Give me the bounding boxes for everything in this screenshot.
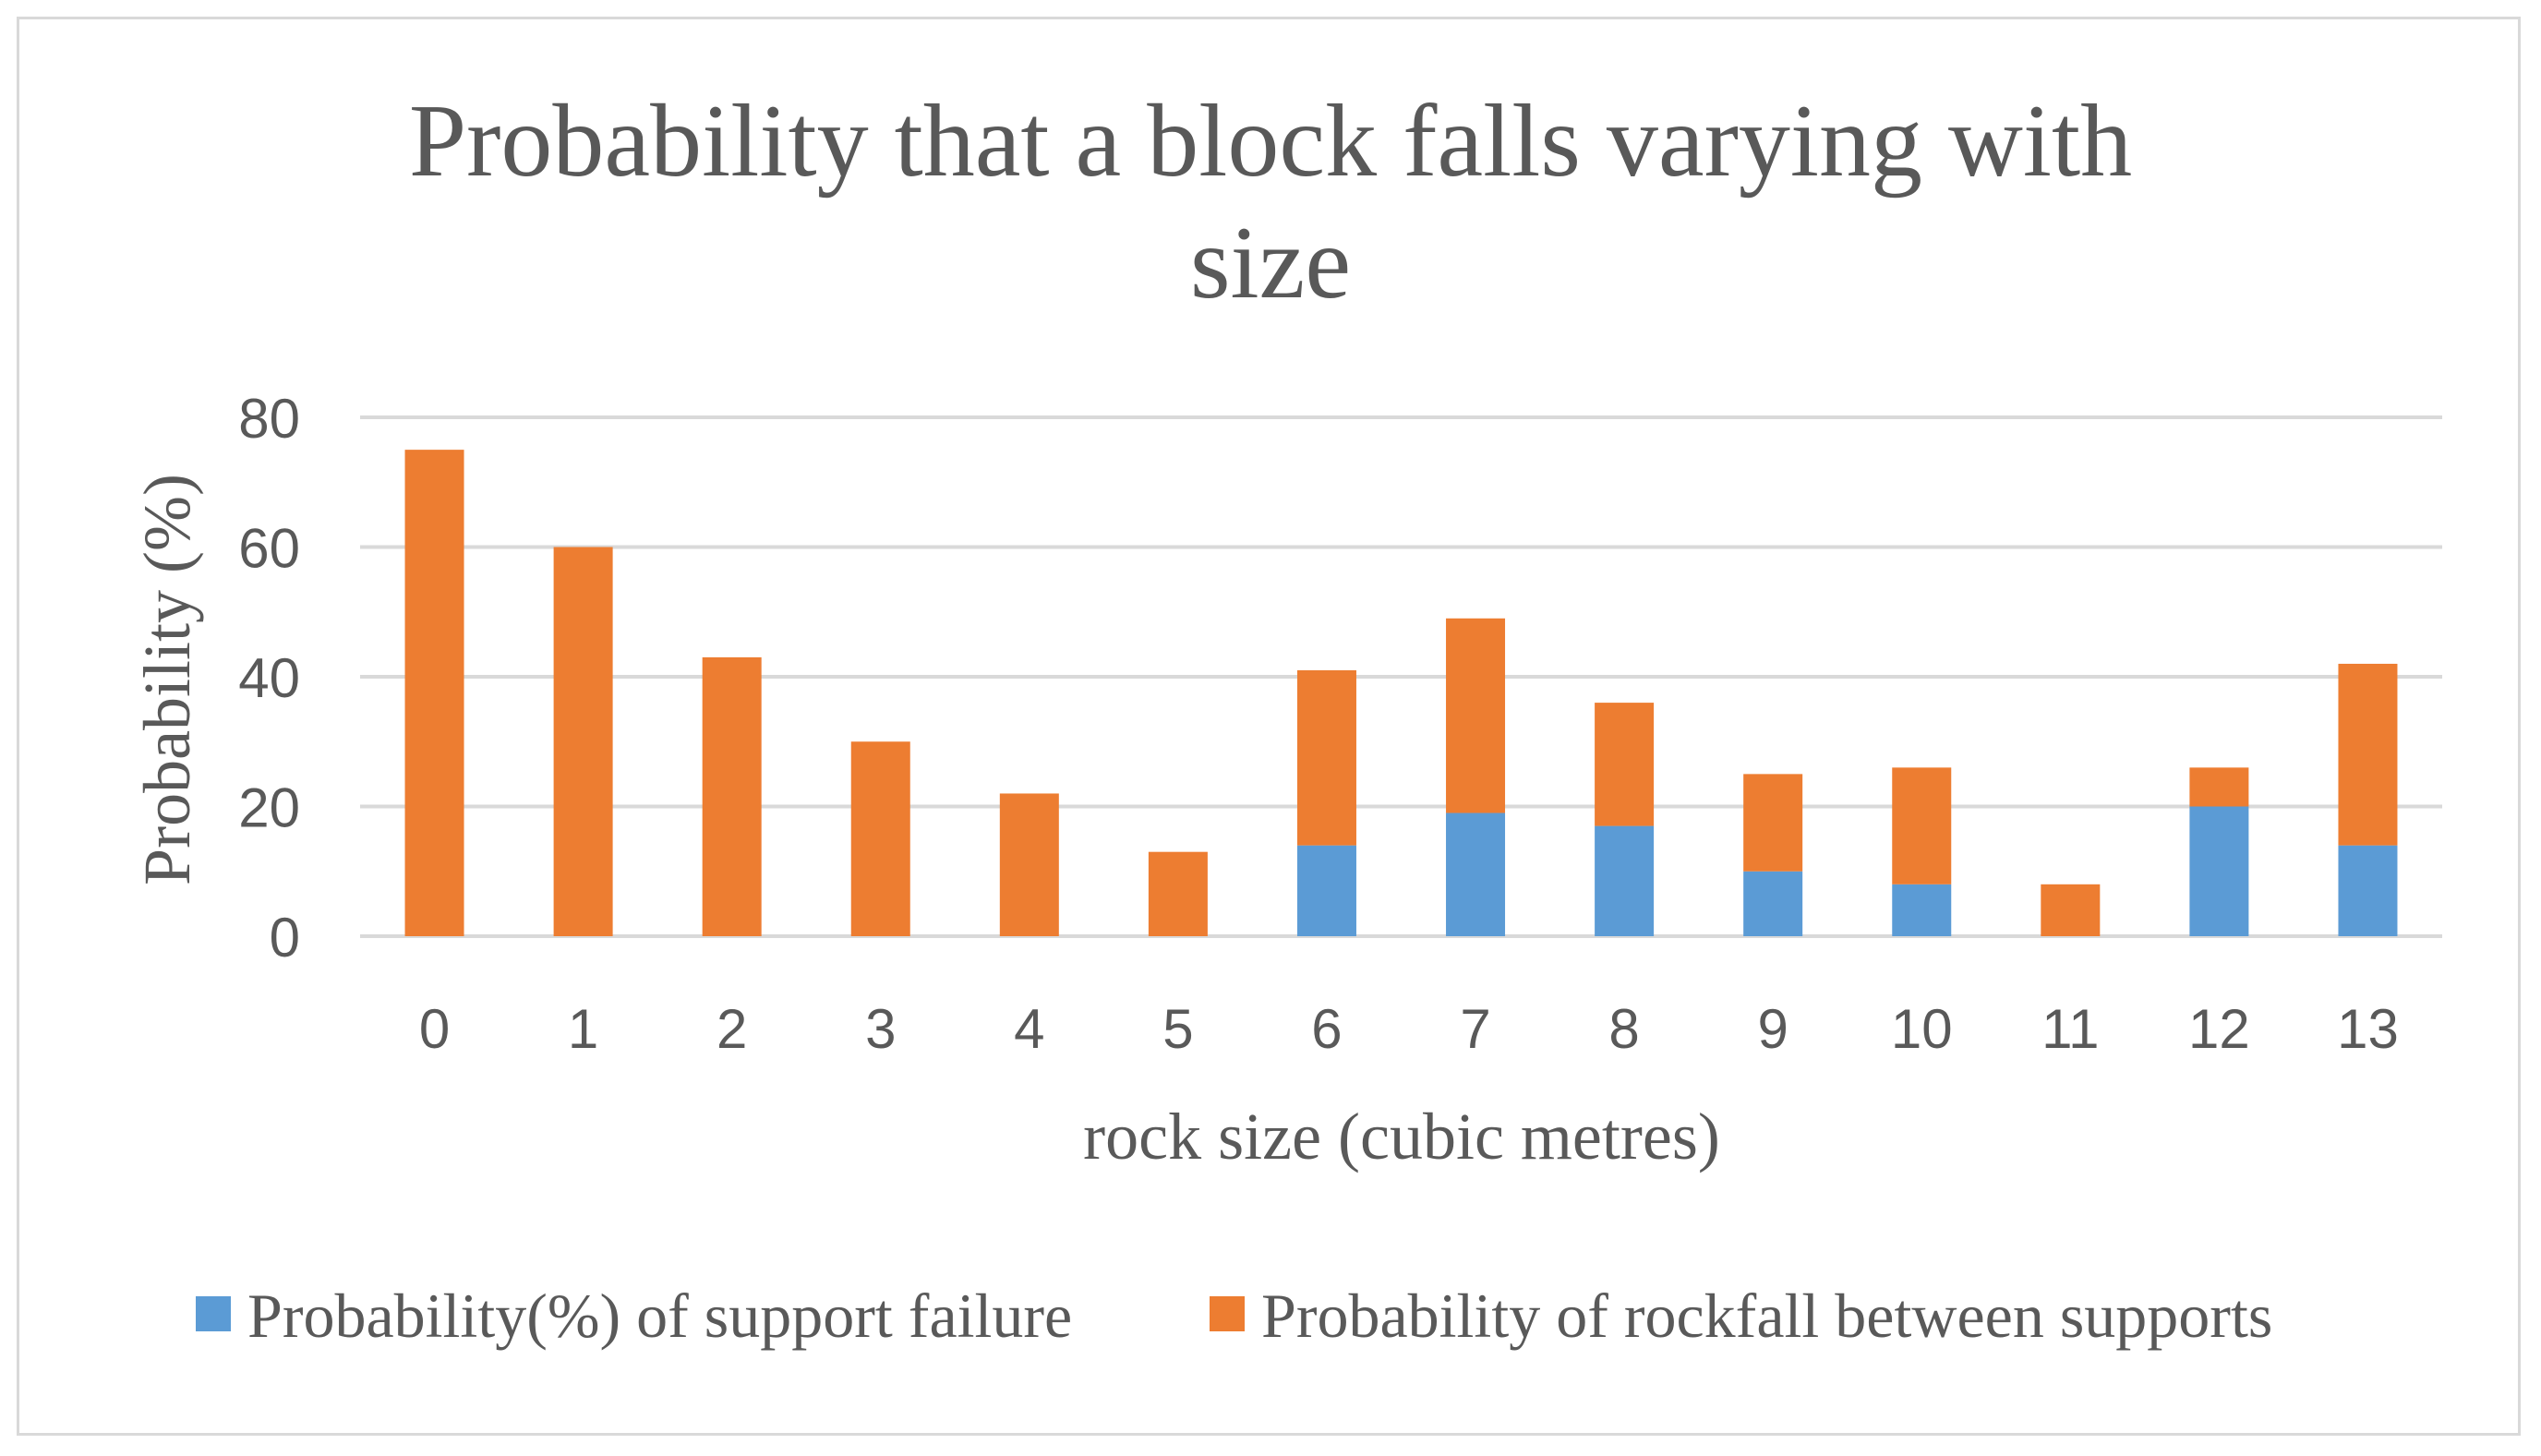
x-axis-title: rock size (cubic metres): [1083, 1100, 1720, 1173]
bar-series2-cat-0: [404, 450, 464, 936]
legend-swatch-2: [1210, 1296, 1245, 1331]
bar-series2-cat-5: [1148, 851, 1208, 936]
bar-series1-cat-10: [1892, 884, 1952, 936]
bar-series1-cat-9: [1743, 871, 1803, 936]
legend-label-1: Probability(%) of support failure: [247, 1281, 1072, 1351]
x-tick-label: 11: [2041, 998, 2099, 1060]
x-tick-label: 3: [865, 998, 896, 1060]
bar-series1-cat-6: [1296, 845, 1356, 936]
x-tick-label: 1: [568, 998, 598, 1060]
bar-series2-cat-7: [1446, 618, 1506, 813]
bar-series2-cat-3: [850, 741, 910, 936]
x-tick-label: 9: [1757, 998, 1788, 1060]
bar-series2-cat-10: [1892, 767, 1952, 884]
x-tick-label: 7: [1460, 998, 1490, 1060]
bar-series2-cat-6: [1296, 669, 1356, 846]
chart-title-line-1: Probability that a block falls varying w…: [409, 84, 2132, 199]
y-axis-title: Probability (%): [130, 474, 204, 885]
bar-series2-cat-11: [2041, 884, 2101, 936]
y-tick-label: 20: [238, 777, 300, 839]
y-tick-label: 60: [238, 518, 300, 580]
x-tick-label: 6: [1311, 998, 1342, 1060]
bar-series2-cat-1: [553, 547, 613, 936]
bar-series1-cat-8: [1595, 825, 1655, 936]
x-tick-label: 13: [2337, 998, 2399, 1060]
bar-series2-cat-13: [2338, 663, 2398, 846]
x-tick-label: 5: [1162, 998, 1193, 1060]
y-tick-label: 40: [238, 647, 300, 709]
bars: [404, 450, 2398, 936]
legend: Probability(%) of support failure Probabi…: [196, 1281, 2272, 1351]
x-tick-label: 0: [419, 998, 450, 1060]
x-tick-label: 2: [717, 998, 747, 1060]
bar-series2-cat-4: [999, 793, 1059, 936]
bar-series2-cat-2: [702, 656, 762, 936]
x-tick-label: 8: [1608, 998, 1639, 1060]
bar-series1-cat-7: [1446, 812, 1506, 936]
gridlines: [360, 415, 2442, 938]
bar-series1-cat-13: [2338, 845, 2398, 936]
x-tick-label: 4: [1014, 998, 1044, 1060]
x-tick-label: 12: [2188, 998, 2250, 1060]
x-axis-ticks: 0 1 2 3 4 5 6 7 8 9 10 11 12 13: [419, 998, 2399, 1060]
x-tick-label: 10: [1891, 998, 1953, 1060]
bar-series2-cat-8: [1595, 703, 1655, 826]
bar-series1-cat-12: [2189, 806, 2249, 936]
y-tick-label: 80: [238, 388, 300, 450]
y-axis-ticks: 0 20 40 60 80: [238, 388, 300, 969]
legend-swatch-1: [196, 1296, 231, 1331]
legend-label-2: Probability of rockfall between supports: [1261, 1281, 2272, 1351]
chart-title-line-2: size: [1190, 206, 1351, 320]
bar-series2-cat-12: [2189, 767, 2249, 807]
bar-series2-cat-9: [1743, 774, 1803, 872]
y-tick-label: 0: [270, 907, 300, 969]
